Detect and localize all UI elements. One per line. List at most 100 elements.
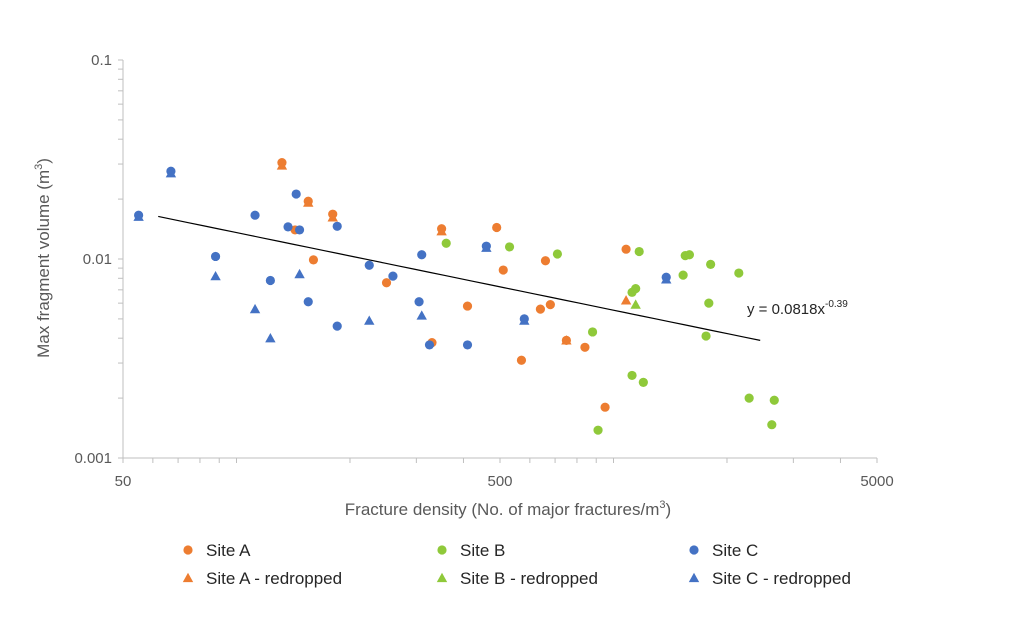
legend-label: Site C <box>712 541 758 560</box>
legend-marker <box>182 572 194 583</box>
trendline-equation: y = 0.0818x-0.39 <box>747 299 848 318</box>
legend-label: Site B <box>460 541 505 560</box>
data-point <box>416 310 427 320</box>
y-axis-title: Max fragment volume (m3) <box>33 158 53 358</box>
legend-label: Site C - redropped <box>712 569 851 588</box>
data-point <box>441 238 451 248</box>
data-point <box>634 246 644 257</box>
data-point <box>332 321 342 331</box>
data-point <box>519 314 529 324</box>
data-point <box>291 189 301 199</box>
data-point <box>308 255 319 265</box>
data-point <box>498 265 508 275</box>
data-point <box>627 370 637 381</box>
data-point <box>580 342 590 352</box>
data-point <box>684 250 695 260</box>
data-point <box>678 270 688 280</box>
data-point <box>414 297 424 307</box>
legend-marker <box>437 545 447 555</box>
data-point <box>701 331 711 341</box>
data-point <box>621 244 631 254</box>
legend-marker <box>688 572 700 583</box>
data-point <box>540 256 551 266</box>
data-point <box>504 242 515 252</box>
data-point <box>250 210 260 220</box>
x-tick-label: 500 <box>487 473 512 490</box>
legend-label: Site A <box>206 541 251 560</box>
data-points <box>133 158 779 435</box>
data-point <box>210 270 221 281</box>
data-point <box>294 268 305 279</box>
legend-marker <box>183 545 193 555</box>
legend-label: Site A - redropped <box>206 569 342 588</box>
trendline <box>158 215 761 341</box>
data-point <box>462 301 473 311</box>
legend-item: Site C <box>689 541 758 560</box>
data-point <box>734 268 744 278</box>
data-point <box>587 327 598 337</box>
x-tick-label: 5000 <box>860 473 893 490</box>
data-point <box>332 221 342 231</box>
series-site-c <box>134 166 671 350</box>
data-point <box>265 332 276 343</box>
trendline-group <box>158 215 761 341</box>
data-point <box>364 315 375 325</box>
data-point <box>303 297 313 307</box>
data-point <box>417 250 427 260</box>
data-point <box>265 275 275 286</box>
data-point <box>744 393 754 403</box>
legend-item: Site B <box>437 541 505 560</box>
y-tick-label: 0.1 <box>91 52 112 69</box>
x-tick-label: 50 <box>115 473 132 490</box>
data-point <box>277 158 287 168</box>
data-point <box>424 340 435 350</box>
legend: Site A Site A - redropped Site B Site B - r… <box>182 541 851 588</box>
data-point <box>704 298 714 308</box>
data-point <box>706 259 716 269</box>
legend-item: Site C - redropped <box>688 569 851 588</box>
data-point <box>769 395 779 405</box>
data-point <box>631 283 641 294</box>
data-point <box>545 300 555 310</box>
data-point <box>437 224 447 234</box>
legend-marker <box>689 545 699 555</box>
data-point <box>283 222 293 232</box>
data-point <box>593 425 603 435</box>
series-site-a <box>277 158 631 412</box>
y-tick-label: 0.001 <box>74 450 112 467</box>
data-point <box>134 210 144 220</box>
data-point <box>381 278 392 288</box>
data-point <box>492 222 502 233</box>
data-point <box>462 340 473 350</box>
legend-marker <box>436 572 448 583</box>
axes <box>118 59 878 463</box>
legend-item: Site A - redropped <box>182 569 342 588</box>
data-point <box>303 196 313 206</box>
data-point <box>249 303 261 314</box>
data-point <box>364 260 374 270</box>
legend-label: Site B - redropped <box>460 569 598 588</box>
data-point <box>210 251 221 262</box>
series-site-b <box>441 238 779 435</box>
data-point <box>481 241 491 251</box>
data-point <box>630 299 641 309</box>
data-point <box>535 304 546 314</box>
data-point <box>638 377 648 387</box>
series-site-b-redropped <box>630 299 641 309</box>
data-point <box>620 295 632 305</box>
data-point <box>294 225 305 235</box>
x-axis-title: Fracture density (No. of major fractures… <box>345 499 671 519</box>
tick-labels: 50 500 5000 0.1 0.01 0.001 <box>74 52 893 490</box>
data-point <box>767 420 777 430</box>
y-tick-label: 0.01 <box>83 251 112 268</box>
data-point <box>516 355 527 365</box>
data-point <box>561 335 571 345</box>
data-point <box>166 166 176 176</box>
data-point <box>328 209 338 219</box>
legend-item: Site A <box>183 541 251 560</box>
data-point <box>661 272 671 282</box>
data-point <box>600 402 610 412</box>
data-point <box>552 249 563 259</box>
data-point <box>388 271 398 281</box>
